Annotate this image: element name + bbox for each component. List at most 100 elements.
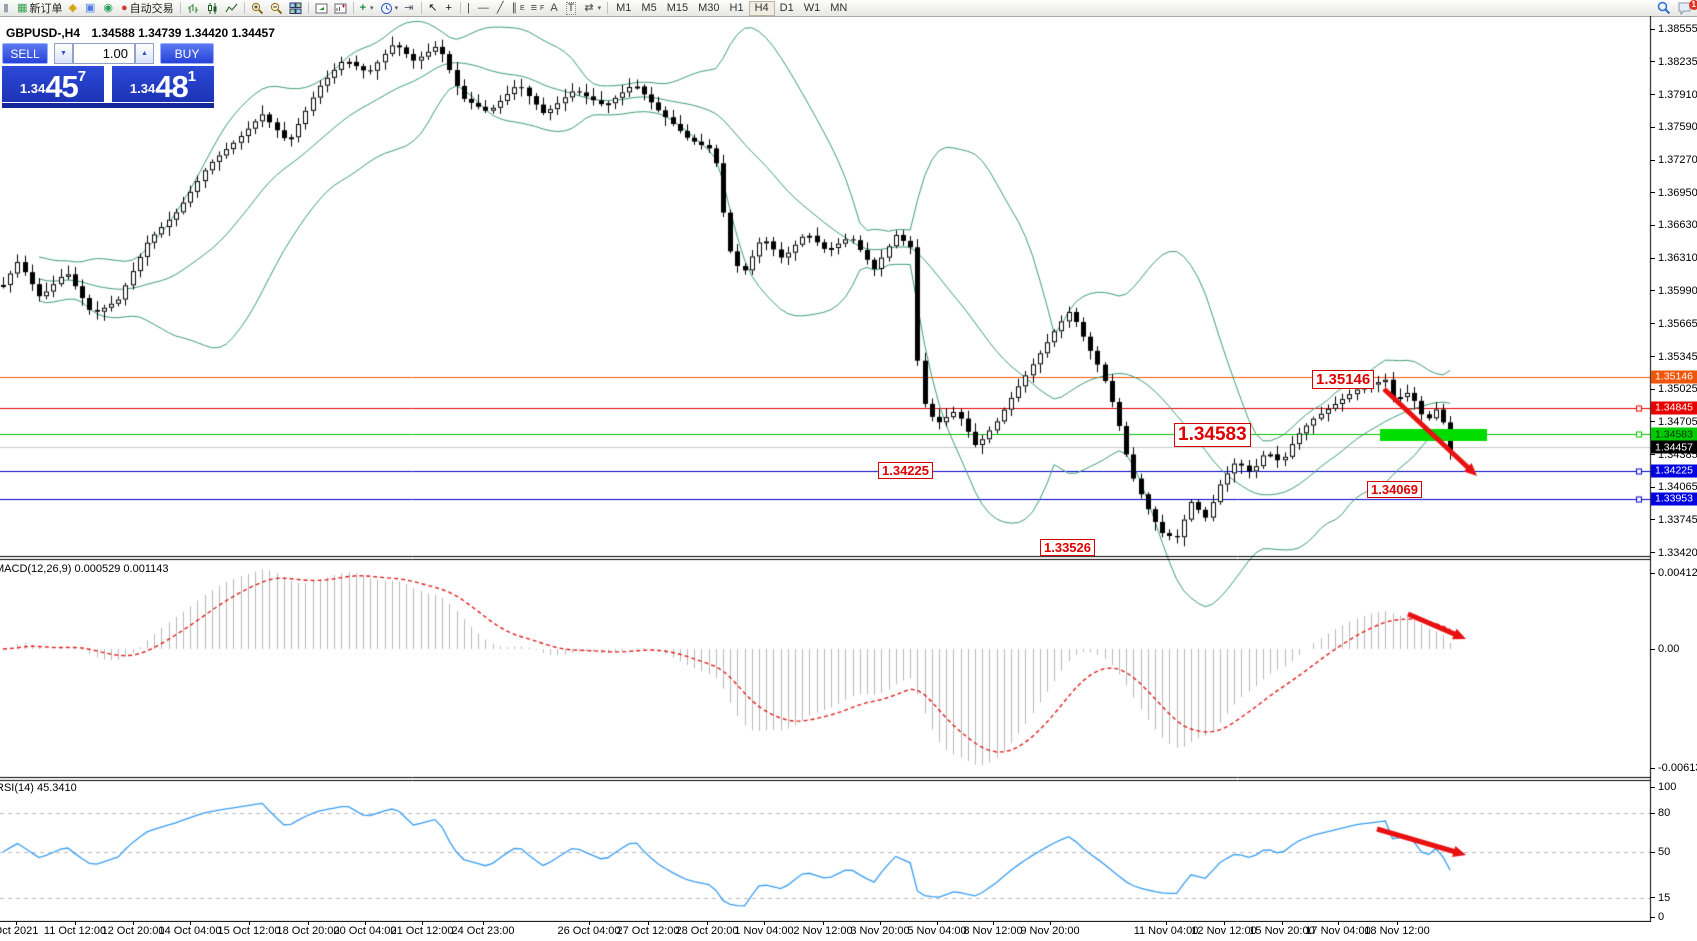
lot-increase-button[interactable]: ▲ (135, 43, 154, 64)
tile-windows-icon[interactable] (286, 1, 305, 16)
indicator-list-icon[interactable] (312, 1, 331, 16)
buy-price-small: 1.34 (129, 81, 156, 96)
timeframe-button-mn[interactable]: MN (830, 2, 848, 14)
price-axis-label: 1.33745 (1658, 513, 1697, 526)
timeframe-button-w1[interactable]: W1 (803, 2, 821, 14)
price-axis-label: 1.37590 (1658, 121, 1697, 134)
timeframe-button-h1[interactable]: H1 (729, 2, 744, 14)
bar-chart-icon[interactable] (184, 1, 203, 16)
time-axis-tick (1397, 922, 1398, 925)
price-callout[interactable]: 1.35146 (1312, 370, 1375, 389)
price-callout[interactable]: 1.34583 (1174, 423, 1251, 447)
macd-axis-label: 0.00 (1658, 643, 1680, 655)
lot-decrease-button[interactable]: ▼ (54, 43, 73, 64)
zoom-out-icon[interactable] (267, 1, 286, 16)
fibonacci-tool-icon[interactable]: ≡ F (530, 1, 545, 14)
auto-trading-button[interactable]: ● 自动交易 (120, 1, 174, 15)
profiles-icon[interactable]: ▣ (84, 1, 96, 14)
macd-indicator-label: MACD(12,26,9) 0.000529 0.001143 (0, 563, 169, 575)
toolbar: ▮ ▦ 新订单 ◆ ▣ ◉ ● 自动交易 + ▾ ▾ ⇥ ↖ + | — ╱ ∥ E ≡ F A T ⇄ ▾ M1 M5 M15 M30… (0, 0, 1697, 17)
rsi-axis-tick (1650, 812, 1655, 814)
time-axis-tick (993, 922, 994, 925)
price-level-badge[interactable]: 1.34845 (1651, 401, 1697, 415)
timeframe-button-h4[interactable]: H4 (748, 0, 775, 16)
price-axis-tick (1650, 257, 1655, 259)
price-axis-tick (1650, 486, 1655, 488)
time-axis-label: 14 Oct 04:00 (158, 925, 222, 937)
signals-icon[interactable]: ◉ (103, 1, 113, 14)
search-icon[interactable] (1654, 1, 1674, 16)
price-axis-label: 1.35345 (1658, 350, 1697, 363)
time-axis-tick (1338, 922, 1339, 925)
price-callout[interactable]: 1.34069 (1367, 481, 1422, 498)
horizontal-line-tool-icon[interactable]: — (477, 1, 489, 14)
time-axis-label: 18 Nov 12:00 (1364, 925, 1430, 937)
sell-price-display[interactable]: 1.34 45 7 (2, 66, 104, 102)
chart-canvas[interactable] (0, 16, 1697, 922)
rsi-panel[interactable] (0, 781, 1650, 921)
price-callout[interactable]: 1.34225 (878, 462, 933, 479)
arrows-tool-icon[interactable]: ⇄ ▾ (584, 1, 602, 14)
toolbar-right-group: 1 (1654, 0, 1697, 16)
rsi-axis-tick (1650, 786, 1655, 788)
main-chart-panel[interactable] (0, 16, 1650, 557)
price-axis-tick (1650, 421, 1655, 423)
lot-size-input[interactable]: 1.00 (73, 43, 135, 64)
new-order-button[interactable]: ▦ 新订单 (17, 1, 63, 15)
zoom-in-icon[interactable] (248, 1, 267, 16)
one-click-trading-panel: SELL ▼ 1.00 ▲ BUY 1.34 45 7 1.34 48 1 (2, 43, 214, 108)
price-axis-tick (1650, 290, 1655, 292)
time-axis-label: 21 Oct 12:00 (390, 925, 454, 937)
cursor-tool-icon[interactable]: ↖ (428, 1, 438, 14)
line-chart-icon[interactable] (222, 1, 241, 16)
price-level-badge[interactable]: 1.34225 (1651, 464, 1697, 478)
time-axis-label: 5 Nov 04:00 (907, 925, 967, 937)
time-axis-label: 27 Oct 12:00 (616, 925, 680, 937)
panel-footer-strip (2, 103, 214, 108)
price-axis-tick (1650, 224, 1655, 226)
price-level-badge[interactable]: 1.35146 (1651, 370, 1697, 384)
buy-button[interactable]: BUY (160, 43, 214, 64)
sell-price-small: 1.34 (19, 81, 46, 96)
gold-report-icon[interactable]: ◆ (68, 1, 77, 14)
price-axis-label: 1.38555 (1658, 23, 1697, 35)
text-tool-icon[interactable]: A (550, 1, 558, 14)
crosshair-tool-icon[interactable]: + (445, 1, 452, 14)
price-level-badge[interactable]: 1.34583 (1651, 427, 1697, 441)
buy-price-display[interactable]: 1.34 48 1 (112, 66, 214, 102)
timeframe-button-d1[interactable]: D1 (779, 2, 794, 14)
clipped-toolbar-icon[interactable]: ▮ (3, 1, 10, 14)
chat-icon[interactable]: 1 (1674, 0, 1697, 16)
toolbar-separator (421, 2, 423, 14)
macd-axis-tick (1650, 648, 1655, 650)
price-axis-label: 1.35990 (1658, 284, 1697, 297)
time-axis-label: 9 Nov 20:00 (1020, 925, 1080, 937)
price-axis-label: 1.37910 (1658, 88, 1697, 101)
macd-panel[interactable] (0, 560, 1650, 775)
timeframe-button-m30[interactable]: M30 (698, 2, 720, 14)
candlestick-chart-icon[interactable] (203, 1, 222, 16)
price-axis-label: 1.34705 (1658, 415, 1697, 428)
price-level-badge[interactable]: 1.33953 (1651, 492, 1697, 506)
price-level-badge[interactable]: 1.34457 (1651, 440, 1697, 454)
timeframe-button-m1[interactable]: M1 (616, 2, 632, 14)
price-callout[interactable]: 1.33526 (1040, 539, 1095, 556)
add-indicator-icon[interactable]: + ▾ (359, 1, 374, 14)
indicator-window-icon[interactable] (331, 1, 350, 16)
sell-price-big: 45 (45, 69, 78, 104)
timeframe-button-m15[interactable]: M15 (666, 2, 689, 14)
timeframe-button-m5[interactable]: M5 (641, 2, 657, 14)
channel-tool-icon[interactable]: ∥ E (511, 1, 525, 14)
time-axis-tick (16, 922, 17, 925)
sell-button[interactable]: SELL (2, 43, 48, 64)
price-axis-label: 1.36630 (1658, 219, 1697, 232)
time-axis-label: 12 Oct 20:00 (101, 925, 165, 937)
vertical-line-tool-icon[interactable]: | (466, 1, 470, 14)
chart-shift-icon[interactable]: ⇥ (404, 1, 414, 14)
label-tool-icon[interactable]: T (565, 1, 577, 15)
period-clock-icon[interactable]: ▾ (377, 1, 402, 16)
price-axis-tick (1650, 356, 1655, 358)
time-axis-tick (422, 922, 423, 925)
rsi-indicator-label: RSI(14) 45.3410 (0, 782, 77, 794)
trendline-tool-icon[interactable]: ╱ (496, 1, 504, 14)
